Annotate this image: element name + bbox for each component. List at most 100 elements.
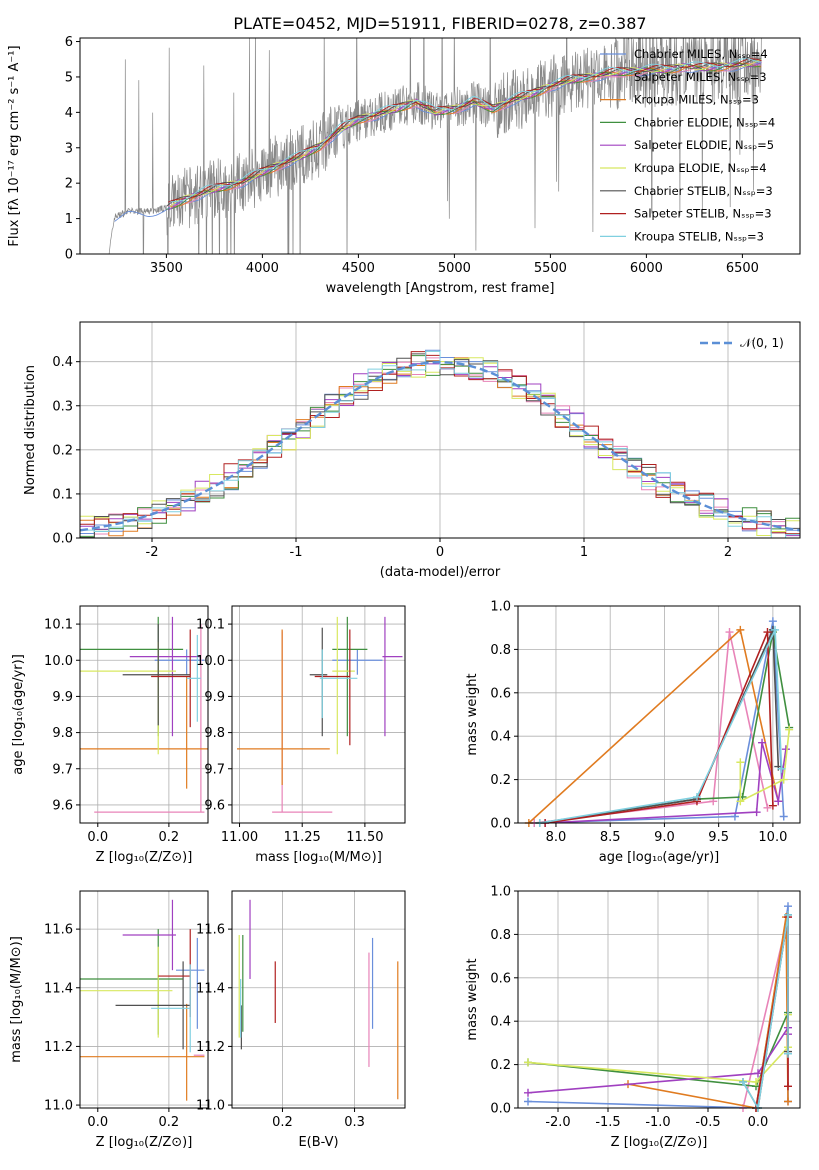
spectrum-xlabel: wavelength [Angstrom, rest frame] — [326, 281, 555, 296]
x-tick-label: 5000 — [438, 261, 471, 276]
x-tick-label: 1 — [580, 545, 588, 560]
y-tick-label: 0.2 — [52, 443, 73, 458]
mass-weight-line — [627, 916, 789, 1108]
x-tick-label: 10.0 — [758, 830, 787, 845]
mass-weight-marker — [784, 1049, 792, 1058]
mass-weight-marker — [752, 808, 761, 817]
y-tick-label: 0.0 — [490, 1102, 511, 1117]
age-vs-mass-axes — [228, 606, 405, 827]
normal-curve — [80, 360, 800, 532]
x-tick-label: -2 — [146, 545, 159, 560]
mass-weight-marker — [524, 1088, 532, 1097]
mass-weight-marker — [524, 1097, 532, 1106]
mass-weight-marker — [736, 625, 745, 634]
x-tick-label: 0 — [436, 545, 444, 560]
mass-weight-marker — [736, 797, 745, 806]
mass-weight-line — [534, 621, 785, 823]
legend-entry: Chabrier STELIB, Nₛₛₚ=3 — [634, 184, 773, 198]
y-tick-label: 2 — [65, 177, 73, 192]
legend-entry: Kroupa MILES, Nₛₛₚ=3 — [634, 93, 759, 107]
y-tick-label: 0.8 — [490, 928, 511, 943]
y-tick-label: 9.7 — [52, 762, 73, 777]
x-tick-label: 4000 — [246, 261, 279, 276]
mass-vs-Z-frame — [79, 890, 209, 1109]
y-tick-label: 10.0 — [44, 654, 73, 669]
y-tick-label: 0 — [65, 248, 73, 263]
y-tick-label: 1 — [65, 212, 73, 227]
model-spectrum — [168, 61, 762, 211]
y-tick-label: 0.2 — [490, 1058, 511, 1073]
mass-vs-EBV-axes — [228, 891, 405, 1112]
mass-weight-line — [739, 729, 790, 803]
mass-weight-marker — [763, 628, 772, 637]
x-tick-label: -1.5 — [595, 1115, 620, 1130]
mass-weight-line — [544, 631, 774, 823]
y-tick-label: 9.9 — [204, 690, 225, 705]
mass-vs-Z-xlabel: Z [log₁₀(Z/Z⊙)] — [96, 1135, 193, 1150]
age-vs-Z-frame — [79, 605, 209, 824]
x-tick-label: 0.2 — [272, 1115, 293, 1130]
x-tick-label: 0.0 — [87, 1115, 108, 1130]
mass-weight-marker — [784, 910, 792, 919]
y-tick-label: 0.3 — [52, 399, 73, 414]
x-tick-label: 0.2 — [159, 830, 180, 845]
mass-vs-EBV-xlabel: E(B-V) — [298, 1135, 338, 1150]
spectrum-frame — [79, 37, 801, 255]
y-tick-label: 3 — [65, 141, 73, 156]
y-tick-label: 11.0 — [196, 1099, 225, 1114]
mass-weight-vs-age-xlabel: age [log₁₀(age/yr)] — [599, 850, 720, 865]
legend-entry: Salpeter ELODIE, Nₛₛₚ=5 — [634, 138, 774, 152]
x-tick-label: 11.25 — [284, 830, 321, 845]
y-tick-label: 1.0 — [490, 600, 511, 615]
mass-weight-marker — [768, 801, 777, 810]
y-tick-label: 6 — [65, 35, 73, 50]
mass-weight-line — [534, 631, 769, 823]
mass-weight-vs-age-ylabel: mass weight — [465, 673, 480, 755]
mass-weight-marker — [758, 738, 767, 747]
y-tick-label: 9.9 — [52, 690, 73, 705]
mass-weight-marker — [754, 1069, 762, 1078]
mass-weight-marker — [768, 617, 777, 626]
y-tick-label: 1.0 — [490, 885, 511, 900]
mass-weight-marker — [739, 1077, 747, 1086]
spectrum-axes — [76, 41, 743, 258]
mass-vs-Z-axes — [76, 891, 208, 1112]
y-tick-label: 9.8 — [52, 726, 73, 741]
mass-weight-marker — [771, 625, 780, 634]
mass-weight-marker — [777, 764, 786, 773]
model-spectrum — [170, 58, 762, 203]
legend-entry: 𝒩(0, 1) — [740, 336, 784, 350]
y-tick-label: 0.1 — [52, 487, 73, 502]
mass-weight-marker — [784, 1082, 792, 1091]
y-tick-label: 11.4 — [196, 981, 225, 996]
mass-weight-vs-Z-ylabel: mass weight — [465, 958, 480, 1040]
mass-weight-marker — [725, 628, 734, 637]
mass-weight-marker — [779, 775, 788, 784]
figure-title: PLATE=0452, MJD=51911, FIBERID=0278, z=0… — [233, 14, 646, 33]
x-tick-label: -1 — [290, 545, 303, 560]
x-tick-label: 0.0 — [87, 830, 108, 845]
x-tick-label: -0.5 — [695, 1115, 720, 1130]
legend-entry: Chabrier MILES, Nₛₛₚ=4 — [634, 47, 768, 61]
y-tick-label: 11.2 — [196, 1040, 225, 1055]
mass-vs-EBV-frame — [231, 890, 406, 1109]
age-vs-Z-ylabel: age [log₁₀(age/yr)] — [11, 654, 26, 775]
y-tick-label: 9.6 — [204, 798, 225, 813]
mass-vs-Z-ylabel: mass [log₁₀(M/M⊙)] — [9, 936, 24, 1063]
residuals-xlabel: (data-model)/error — [380, 565, 501, 580]
y-tick-label: 5 — [65, 70, 73, 85]
y-tick-label: 0.2 — [490, 773, 511, 788]
x-tick-label: 4500 — [342, 261, 375, 276]
y-tick-label: 11.0 — [44, 1099, 73, 1114]
mass-weight-marker — [784, 902, 792, 911]
y-tick-label: 11.6 — [196, 923, 225, 938]
mass-weight-vs-Z-xlabel: Z [log₁₀(Z/Z⊙)] — [611, 1135, 708, 1150]
age-vs-Z-axes — [76, 606, 208, 827]
mass-weight-vs-Z-frame — [517, 890, 801, 1109]
age-vs-Z-xlabel: Z [log₁₀(Z/Z⊙)] — [96, 850, 193, 865]
legend-entry: Kroupa ELODIE, Nₛₛₚ=4 — [634, 161, 767, 175]
y-tick-label: 9.6 — [52, 798, 73, 813]
x-tick-label: 11.50 — [346, 830, 383, 845]
x-tick-label: 5500 — [534, 261, 567, 276]
